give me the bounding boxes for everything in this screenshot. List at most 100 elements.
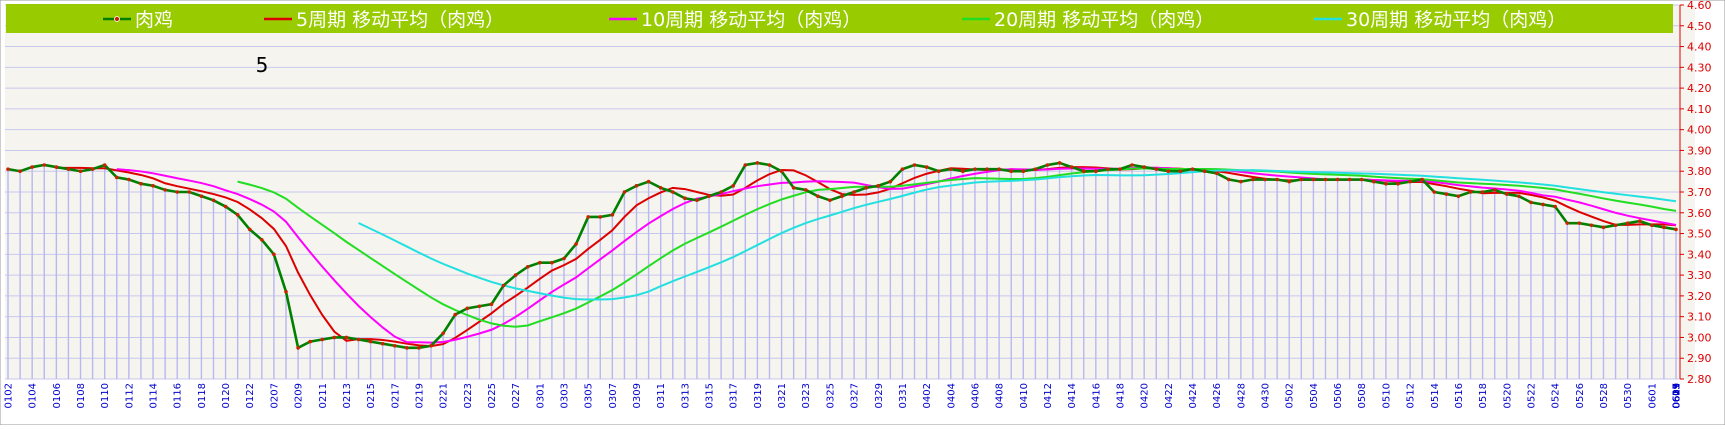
x-tick-label: 0522 xyxy=(1526,383,1537,408)
x-tick-label: 0114 xyxy=(149,383,160,408)
x-tick-label: 0412 xyxy=(1043,383,1054,408)
x-tick-label: 0227 xyxy=(511,383,522,408)
main-series-point xyxy=(1021,169,1026,174)
x-tick-label: 0418 xyxy=(1116,383,1127,408)
x-tick-label: 0323 xyxy=(801,383,812,408)
main-series-point xyxy=(985,167,989,171)
main-series-point xyxy=(622,190,627,194)
ma30-line xyxy=(358,169,1677,301)
main-series-point xyxy=(356,337,361,342)
main-series-point xyxy=(1081,169,1086,174)
main-series-point xyxy=(1625,221,1630,225)
main-series-point xyxy=(102,163,107,167)
main-series-point xyxy=(54,165,59,169)
x-tick-label: 0321 xyxy=(777,383,788,408)
x-tick-label: 0627 xyxy=(1672,383,1683,408)
main-series-point xyxy=(1106,167,1110,171)
main-series-point xyxy=(755,161,760,165)
main-series-point xyxy=(743,163,748,167)
main-series-point xyxy=(30,165,34,169)
x-tick-label: 0313 xyxy=(680,383,691,408)
main-series-point xyxy=(1468,190,1473,194)
main-series-point xyxy=(948,167,953,171)
main-series-point xyxy=(405,346,409,350)
main-series-point xyxy=(260,237,264,242)
main-series-point xyxy=(961,169,965,174)
main-series-point xyxy=(1420,177,1424,182)
main-series-point xyxy=(864,186,868,190)
main-series-point xyxy=(1057,161,1062,165)
x-tick-label: 0104 xyxy=(28,383,39,408)
y-tick-label: 3.80 xyxy=(1687,165,1712,178)
main-series-point xyxy=(1009,169,1014,174)
main-series-point xyxy=(465,306,470,311)
main-series-point xyxy=(779,169,784,174)
y-tick-label: 4.40 xyxy=(1687,41,1712,54)
main-series-point xyxy=(139,181,143,186)
main-series-point xyxy=(997,167,1001,171)
main-series-point xyxy=(1154,167,1159,171)
x-tick-label: 0514 xyxy=(1430,383,1441,408)
x-tick-label: 0607 xyxy=(1672,383,1683,408)
main-series-point xyxy=(1118,167,1122,171)
x-tick-label: 0424 xyxy=(1188,383,1199,408)
x-tick-label: 0619 xyxy=(1672,383,1683,408)
y-tick-label: 3.50 xyxy=(1687,228,1712,241)
main-series-point xyxy=(973,167,977,171)
main-series-point xyxy=(501,283,506,288)
x-tick-label: 0317 xyxy=(729,383,740,408)
main-series-point xyxy=(151,183,155,188)
main-series-point xyxy=(1142,165,1146,169)
legend-marker xyxy=(114,16,120,22)
panel-label: 5 xyxy=(256,53,269,77)
main-series-point xyxy=(1384,181,1388,186)
x-tick-label: 0420 xyxy=(1140,383,1151,408)
main-series-point xyxy=(6,167,10,171)
main-series-point xyxy=(1359,177,1364,182)
x-tick-label: 0516 xyxy=(1454,383,1465,408)
main-series-point xyxy=(1299,177,1304,182)
main-series-point xyxy=(114,175,119,180)
main-series-point xyxy=(683,196,687,201)
main-series-point xyxy=(1553,204,1557,209)
main-series-point xyxy=(1432,190,1437,194)
x-tick-label: 0311 xyxy=(656,383,667,408)
main-series-point xyxy=(284,289,288,294)
y-tick-label: 4.10 xyxy=(1687,103,1712,116)
main-series-point xyxy=(1408,179,1412,184)
main-series-point xyxy=(1347,177,1352,182)
x-tick-label: 0309 xyxy=(632,383,643,408)
main-series-point xyxy=(1190,167,1195,171)
main-series-point xyxy=(1577,221,1582,225)
x-tick-label: 0504 xyxy=(1309,383,1320,408)
y-tick-label: 3.20 xyxy=(1687,290,1712,303)
main-series-point xyxy=(888,179,893,184)
main-series-point xyxy=(163,188,167,192)
main-series-point xyxy=(1372,179,1376,184)
main-series-point xyxy=(272,252,276,257)
main-series-point xyxy=(1311,177,1316,182)
main-series-point xyxy=(876,183,881,188)
x-tick-label: 0625 xyxy=(1672,383,1683,408)
main-series-point xyxy=(1662,225,1666,230)
main-series-point xyxy=(1323,177,1328,182)
x-tick-label: 0629 xyxy=(1672,383,1683,408)
y-tick-label: 2.90 xyxy=(1687,352,1712,365)
main-series-point xyxy=(1033,167,1038,171)
y-tick-label: 3.10 xyxy=(1687,311,1712,324)
x-tick-label: 0605 xyxy=(1672,383,1683,408)
main-series-point xyxy=(634,183,639,188)
main-series-point xyxy=(175,190,180,194)
x-tick-label: 0518 xyxy=(1478,383,1489,408)
main-series-point xyxy=(1251,177,1255,182)
main-series-point xyxy=(127,177,131,182)
main-series-point xyxy=(574,242,578,246)
main-series-point xyxy=(912,163,917,167)
x-tick-label: 0510 xyxy=(1381,383,1392,408)
y-tick-label: 3.30 xyxy=(1687,269,1712,282)
y-tick-label: 4.20 xyxy=(1687,82,1712,95)
main-series-point xyxy=(477,304,482,309)
x-tick-label: 0426 xyxy=(1212,383,1223,408)
y-tick-label: 3.00 xyxy=(1687,331,1712,344)
